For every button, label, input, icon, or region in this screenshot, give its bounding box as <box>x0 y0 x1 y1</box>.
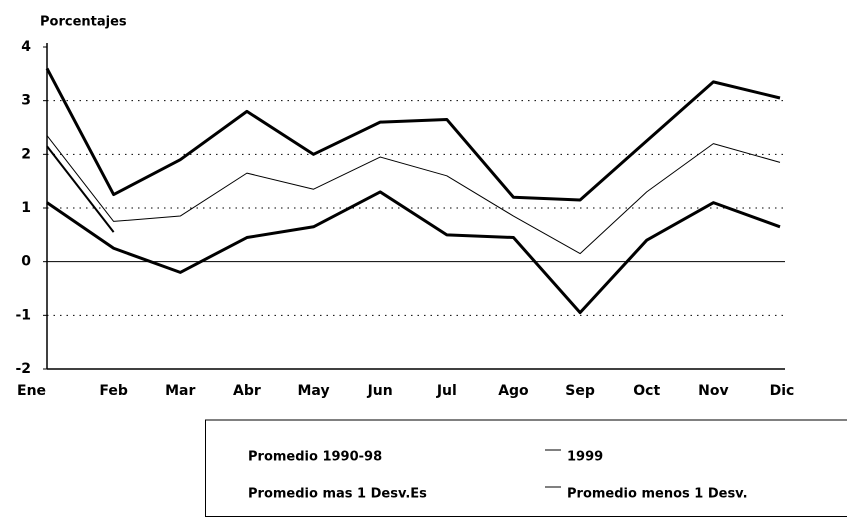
x-tick-label: Dic <box>770 383 795 399</box>
series-line <box>46 190 781 315</box>
y-tick-label: 4 <box>21 39 31 55</box>
x-tick-label: Sep <box>565 383 595 399</box>
x-tick-label: Oct <box>633 383 660 399</box>
y-tick-label: -2 <box>15 361 31 377</box>
legend-label: Promedio mas 1 Desv.Es <box>248 487 427 502</box>
x-tick-label: Mar <box>165 383 195 399</box>
series-line <box>46 135 781 255</box>
x-tick-label: May <box>298 383 330 399</box>
x-tick-label: Jul <box>436 383 457 399</box>
legend-box <box>205 419 847 517</box>
series-line <box>45 67 781 202</box>
legend-label: Promedio 1990-98 <box>248 450 382 465</box>
x-tick-label: Nov <box>698 383 728 399</box>
x-tick-label: Abr <box>233 383 261 399</box>
y-tick-label: 1 <box>21 200 31 216</box>
x-tick-label: Ago <box>498 383 529 399</box>
y-tick-label: 0 <box>21 254 31 270</box>
x-tick-label: Ene <box>17 383 46 399</box>
y-axis-title: Porcentajes <box>40 15 127 30</box>
legend-label: Promedio menos 1 Desv. <box>567 487 748 502</box>
y-tick-label: 2 <box>21 146 31 162</box>
x-tick-label: Jun <box>367 383 393 399</box>
series-line <box>46 145 115 233</box>
y-tick-label: 3 <box>21 93 31 109</box>
y-tick-label: -1 <box>15 307 31 323</box>
legend-label: 1999 <box>567 450 603 465</box>
x-tick-label: Feb <box>99 383 128 399</box>
